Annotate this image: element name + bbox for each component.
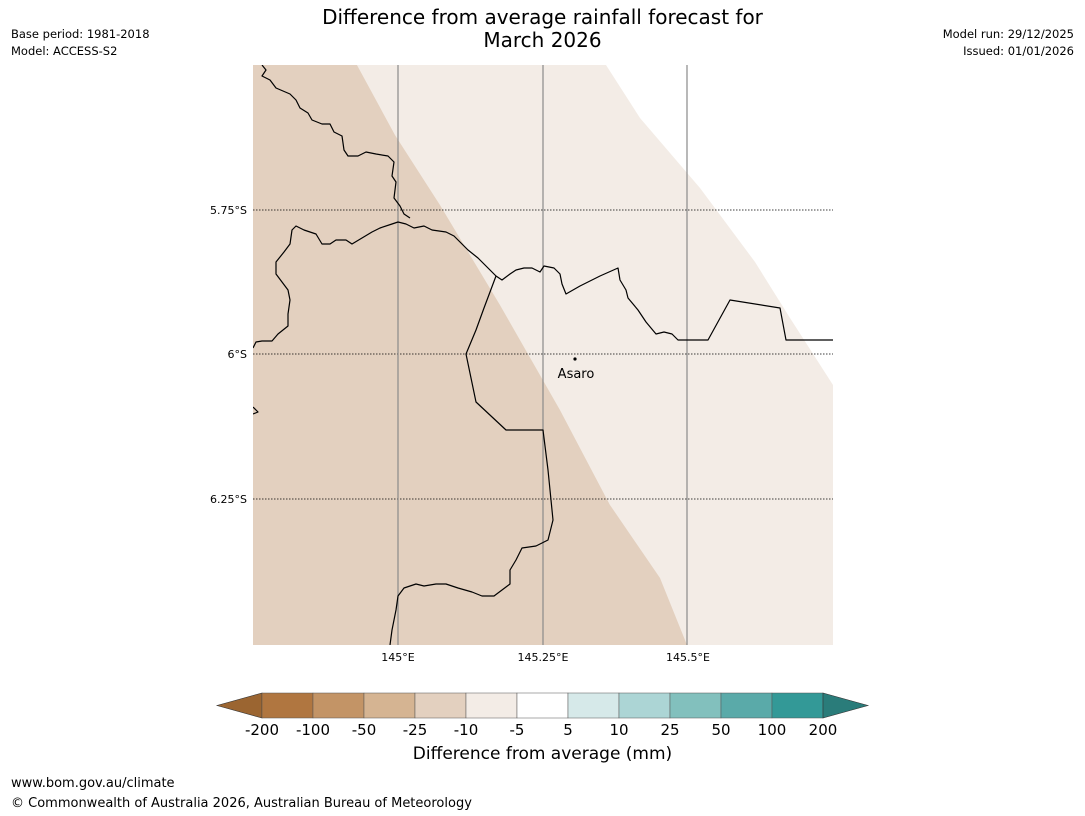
colorbar-tick-label: -200 xyxy=(245,721,279,739)
colorbar-segment xyxy=(312,692,365,719)
border-south xyxy=(389,275,554,645)
meta-left: Base period: 1981-2018 Model: ACCESS-S2 xyxy=(11,26,150,60)
colorbar-ticks: -200 -100 -50 -25 -10 -5 5 10 25 50 100 200 xyxy=(245,721,837,739)
colorbar-tick-label: 200 xyxy=(809,721,838,739)
colorbar-segment xyxy=(414,692,467,719)
title-line-2: March 2026 xyxy=(483,28,602,52)
footer: www.bom.gov.au/climate © Commonwealth of… xyxy=(11,774,472,814)
lon-label-145-5: 145.5°E xyxy=(666,651,710,664)
colorbar-segment xyxy=(363,692,416,719)
colorbar-segment xyxy=(771,692,824,719)
asaro-label: Asaro xyxy=(558,367,595,382)
colorbar-tick-label: -100 xyxy=(296,721,330,739)
colorbar-extend-low xyxy=(215,692,263,719)
issued-date: Issued: 01/01/2026 xyxy=(963,44,1074,58)
colorbar-segment xyxy=(618,692,671,719)
meta-right: Model run: 29/12/2025 Issued: 01/01/2026 xyxy=(943,26,1074,60)
colorbar-tick-label: 25 xyxy=(660,721,679,739)
colorbar xyxy=(215,692,870,719)
colorbar-tick-label: 50 xyxy=(711,721,730,739)
colorbar-segment xyxy=(720,692,773,719)
footer-url[interactable]: www.bom.gov.au/climate xyxy=(11,776,175,791)
lon-label-145-25: 145.25°E xyxy=(518,651,569,664)
colorbar-tick-label: -10 xyxy=(454,721,479,739)
colorbar-segment xyxy=(465,692,518,719)
model-run: Model run: 29/12/2025 xyxy=(942,27,1074,41)
colorbar-segment xyxy=(567,692,620,719)
colorbar-segment xyxy=(669,692,722,719)
lon-label-145: 145°E xyxy=(381,651,414,664)
border-north xyxy=(261,65,411,219)
lat-label-5-75: 5.75°S xyxy=(210,204,247,217)
colorbar-title: Difference from average (mm) xyxy=(412,744,673,764)
footer-copyright: © Commonwealth of Australia 2026, Austra… xyxy=(11,796,472,811)
model-name: Model: ACCESS-S2 xyxy=(11,44,118,58)
colorbar-tick-label: -25 xyxy=(403,721,428,739)
border-west-edge xyxy=(253,406,259,415)
colorbar-tick-label: 100 xyxy=(758,721,787,739)
lat-label-6: 6°S xyxy=(228,348,247,361)
border-central xyxy=(253,221,833,349)
colorbar-tick-label: -5 xyxy=(510,721,525,739)
colorbar-segment xyxy=(516,692,569,719)
colorbar-extend-high xyxy=(822,692,870,719)
title-line-1: Difference from average rainfall forecas… xyxy=(322,5,763,29)
map-title: Difference from average rainfall forecas… xyxy=(0,6,1085,52)
colorbar-segment xyxy=(261,692,314,719)
colorbar-tick-label: 10 xyxy=(609,721,628,739)
asaro-marker xyxy=(573,357,577,361)
colorbar-tick-label: -50 xyxy=(352,721,377,739)
base-period: Base period: 1981-2018 xyxy=(11,27,150,41)
lat-label-6-25: 6.25°S xyxy=(210,493,247,506)
colorbar-tick-label: 5 xyxy=(563,721,573,739)
